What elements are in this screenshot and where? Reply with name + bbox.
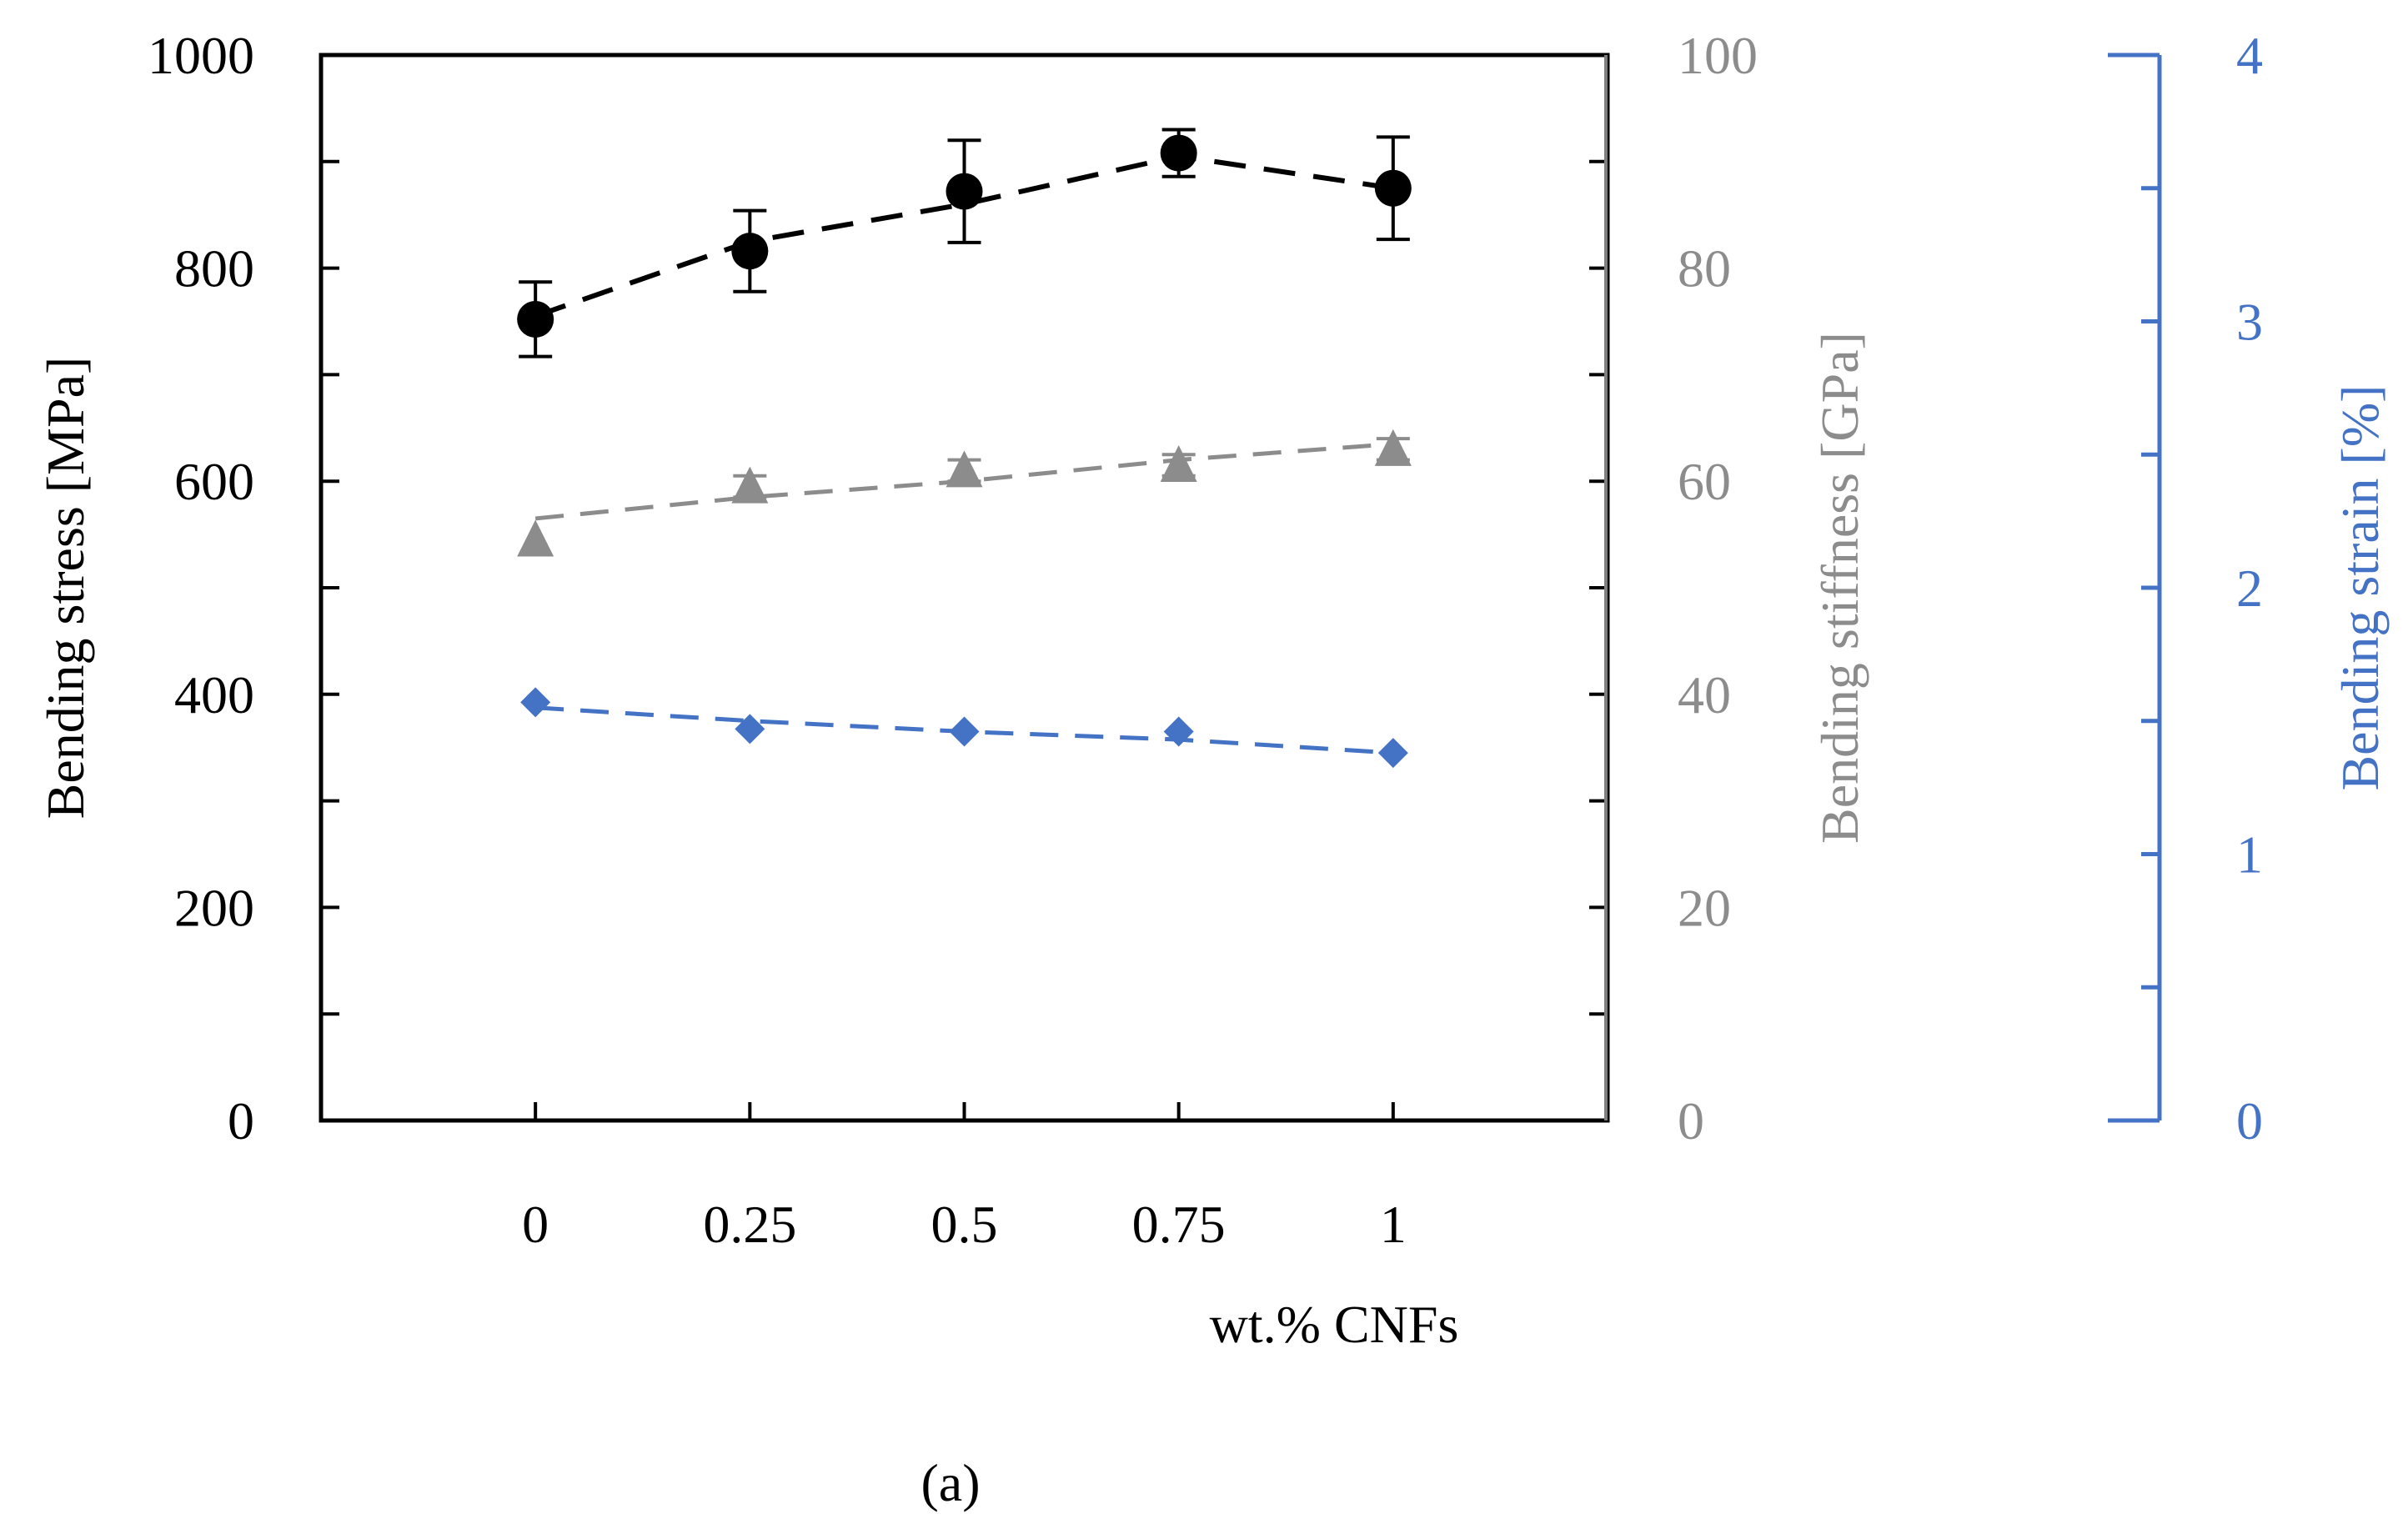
left-axis-tick-label: 800 bbox=[174, 239, 254, 298]
left-axis-tick-label: 200 bbox=[174, 878, 254, 937]
data-point-circle bbox=[946, 173, 983, 210]
data-point-circle bbox=[1374, 169, 1412, 207]
left-axis-tick-label: 600 bbox=[174, 452, 254, 511]
data-point-circle bbox=[1160, 134, 1197, 172]
x-axis-tick-label: 0.5 bbox=[931, 1195, 998, 1254]
right2-axis-tick-label: 2 bbox=[2236, 559, 2263, 618]
x-axis-tick-label: 0.75 bbox=[1132, 1195, 1226, 1254]
x-axis-tick-label: 0 bbox=[522, 1195, 549, 1254]
data-point-triangle bbox=[517, 519, 554, 557]
left-axis-tick-label: 0 bbox=[228, 1091, 254, 1150]
data-point-diamond bbox=[949, 716, 980, 747]
data-point-diamond bbox=[1377, 738, 1408, 769]
axes-layer bbox=[319, 53, 2162, 1123]
right1-axis-tick-label: 60 bbox=[1678, 452, 1731, 511]
x-axis-tick-label: 1 bbox=[1380, 1195, 1407, 1254]
right1-axis-tick-label: 80 bbox=[1678, 239, 1731, 298]
data-point-triangle bbox=[1374, 429, 1412, 466]
trend-line-circle bbox=[534, 153, 1394, 318]
data-point-triangle bbox=[1160, 445, 1197, 483]
marker-layer bbox=[517, 134, 1412, 769]
right2-axis-tick-label: 3 bbox=[2236, 293, 2263, 352]
data-point-circle bbox=[731, 233, 769, 270]
data-point-diamond bbox=[1163, 716, 1194, 747]
right1-axis-title: Bending stiffness [GPa] bbox=[1810, 332, 1869, 844]
right2-axis-tick-label: 4 bbox=[2236, 26, 2263, 85]
data-point-triangle bbox=[731, 466, 769, 504]
data-point-diamond bbox=[520, 687, 551, 718]
right2-axis-tick-label: 0 bbox=[2236, 1091, 2263, 1150]
data-point-diamond bbox=[735, 714, 765, 744]
data-point-circle bbox=[517, 300, 554, 338]
right1-axis-tick-label: 40 bbox=[1678, 665, 1731, 724]
right1-axis-tick-label: 20 bbox=[1678, 878, 1731, 937]
left-axis-title: Bending stress [MPa] bbox=[36, 357, 95, 820]
left-axis-tick-label: 400 bbox=[174, 665, 254, 724]
data-point-triangle bbox=[946, 450, 983, 488]
right2-axis-title: Bending strain [%] bbox=[2330, 385, 2390, 791]
x-axis-title: wt.% CNFs bbox=[1210, 1295, 1459, 1354]
x-axis-tick-label: 0.25 bbox=[703, 1195, 796, 1254]
right2-axis-tick-label: 1 bbox=[2236, 825, 2263, 885]
left-axis-tick-label: 1000 bbox=[148, 26, 254, 85]
right1-axis-tick-label: 100 bbox=[1678, 26, 1758, 85]
subplot-label: (a) bbox=[921, 1453, 980, 1512]
right1-axis-tick-label: 0 bbox=[1678, 1091, 1704, 1150]
